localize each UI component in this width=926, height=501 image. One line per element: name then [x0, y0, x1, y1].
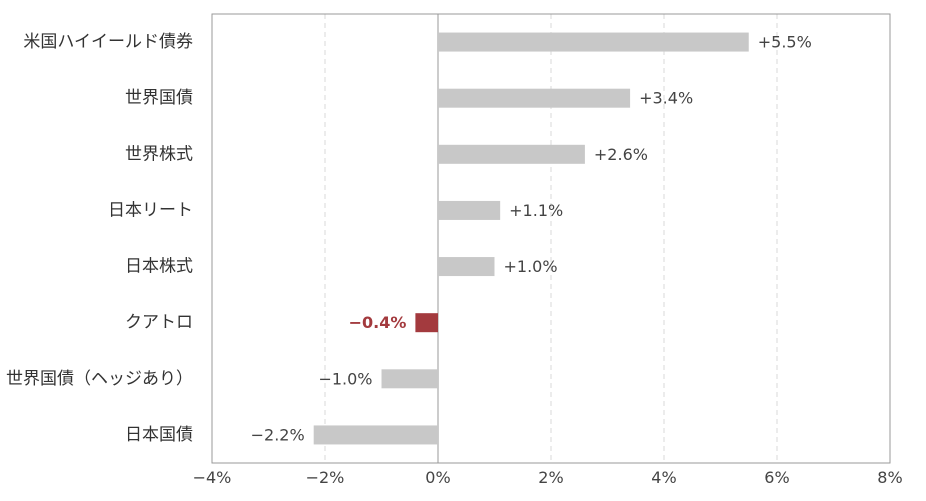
category-label: 日本国債 [125, 425, 193, 445]
category-label: 世界国債 [125, 88, 193, 108]
data-label: +1.0% [504, 257, 558, 276]
category-label: 世界国債（ヘッジあり） [6, 369, 193, 389]
category-label: 米国ハイイールド債券 [23, 32, 193, 52]
bar [415, 313, 438, 333]
bar [438, 257, 495, 277]
x-tick-label: −4% [193, 468, 232, 487]
data-labels: +5.5% +3.4% +2.6% +1.1% +1.0% −0.4% −1.0% −2.2% [251, 33, 812, 445]
x-tick-label: 8% [877, 468, 902, 487]
data-label: −2.2% [251, 425, 305, 444]
bar [438, 88, 631, 108]
data-label: +2.6% [594, 145, 648, 164]
category-label: 世界株式 [125, 144, 193, 164]
bar [438, 32, 749, 52]
grid-lines [324, 14, 778, 463]
category-label: 日本リート [108, 200, 193, 220]
category-labels: 米国ハイイールド債券世界国債世界株式日本リート日本株式クアトロ世界国債（ヘッジあ… [6, 32, 193, 445]
data-label: +1.1% [509, 201, 563, 220]
x-tick-label: 6% [764, 468, 789, 487]
bar [438, 144, 585, 164]
category-label: 日本株式 [125, 257, 193, 277]
plot-area-frame [211, 13, 891, 464]
x-tick-labels: −4% −2% 0% 2% 4% 6% 8% [193, 468, 903, 487]
data-label: +3.4% [639, 89, 693, 108]
data-label: −0.4% [349, 313, 407, 332]
x-tick-label: 4% [651, 468, 676, 487]
bar [313, 425, 438, 445]
bar [438, 200, 501, 220]
data-label: +5.5% [758, 33, 812, 52]
bars [313, 32, 749, 445]
x-tick-label: 2% [538, 468, 563, 487]
category-label: クアトロ [125, 313, 193, 333]
x-tick-label: 0% [425, 468, 450, 487]
bar [381, 369, 438, 389]
data-label: −1.0% [318, 369, 372, 388]
x-tick-label: −2% [306, 468, 345, 487]
